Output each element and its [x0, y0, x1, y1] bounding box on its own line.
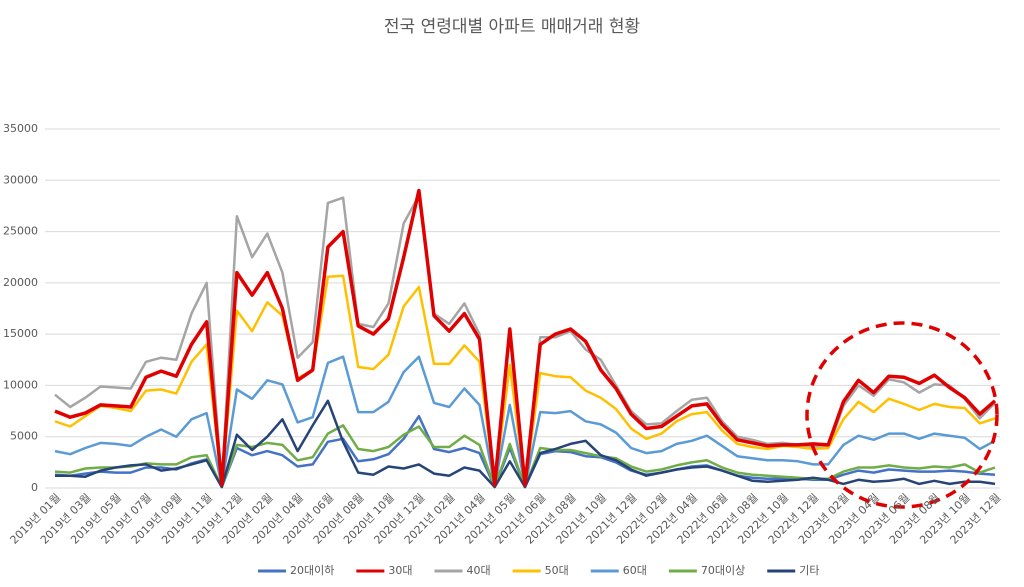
- lines: [54, 188, 997, 489]
- series-line: [54, 188, 997, 487]
- y-tick-label: 0: [31, 481, 38, 494]
- legend-label: 30대: [388, 564, 412, 577]
- y-tick-label: 5000: [10, 430, 38, 443]
- legend: 20대이하 30대 40대 50대 60대 70대이상 기타: [258, 563, 819, 577]
- y-tick-label: 35000: [3, 122, 38, 135]
- legend-label: 60대: [623, 564, 647, 577]
- grid: 0 5000 10000 15000 20000 25000 30000 35000: [3, 122, 1000, 494]
- y-tick-label: 30000: [3, 173, 38, 186]
- y-tick-label: 25000: [3, 225, 38, 238]
- legend-label: 기타: [799, 564, 819, 577]
- legend-label: 50대: [545, 564, 569, 577]
- highlight-circle: [805, 321, 999, 509]
- legend-label: 40대: [466, 564, 490, 577]
- y-tick-label: 10000: [3, 378, 38, 391]
- y-tick-label: 20000: [3, 276, 38, 289]
- legend-label: 20대이하: [290, 563, 334, 577]
- chart-title: 전국 연령대별 아파트 매매거래 현황: [384, 17, 640, 37]
- legend-label: 70대이상: [701, 564, 745, 577]
- y-tick-label: 15000: [3, 327, 38, 340]
- series-line: [54, 355, 996, 488]
